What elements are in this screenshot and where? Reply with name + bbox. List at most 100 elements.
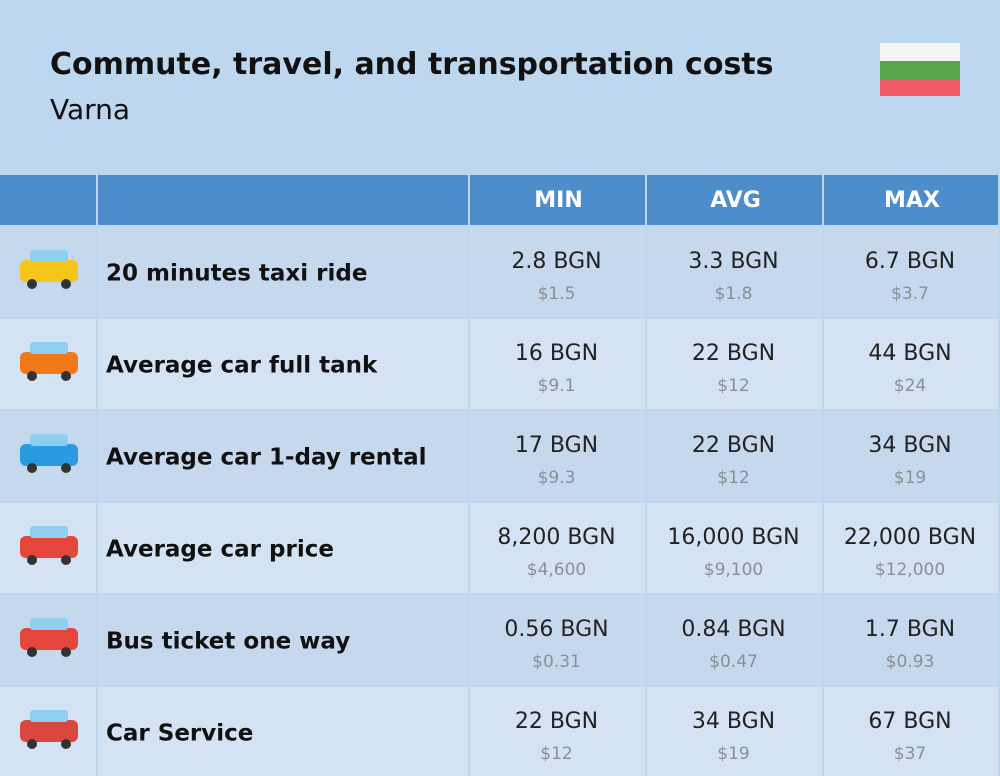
usd-price: $19 xyxy=(894,468,926,488)
table: MIN AVG MAX 20 minutes taxi ride 2.8 BGN $1.5… xyxy=(0,175,998,776)
header-cell xyxy=(647,175,822,225)
icon-body xyxy=(20,536,78,558)
icon-body xyxy=(20,720,78,742)
cell xyxy=(470,411,645,501)
cell xyxy=(824,503,998,593)
usd-price: $12 xyxy=(540,744,572,764)
row-icon xyxy=(20,618,78,657)
usd-price: $37 xyxy=(894,744,926,764)
local-price: 3.3 BGN xyxy=(688,249,778,274)
header-cell xyxy=(470,175,645,225)
icon-wheel xyxy=(61,555,71,565)
cell xyxy=(647,227,822,317)
usd-price: $1.8 xyxy=(715,284,753,304)
icon-wheel xyxy=(27,279,37,289)
local-price: 0.84 BGN xyxy=(681,617,785,642)
local-price: 22 BGN xyxy=(692,433,775,458)
usd-price: $4,600 xyxy=(527,560,586,580)
usd-price: $24 xyxy=(894,376,926,396)
cell xyxy=(470,595,645,685)
cell xyxy=(98,687,468,776)
local-price: 17 BGN xyxy=(515,433,598,458)
usd-price: $1.5 xyxy=(538,284,576,304)
local-price: 6.7 BGN xyxy=(865,249,955,274)
icon-wheel xyxy=(61,371,71,381)
cell xyxy=(470,319,645,409)
subtitle: Varna xyxy=(50,93,130,126)
row-label: Average car 1-day rental xyxy=(106,445,427,471)
header-cell xyxy=(0,175,96,225)
cell xyxy=(824,227,998,317)
local-price: 22,000 BGN xyxy=(844,525,976,550)
usd-price: $0.47 xyxy=(709,652,758,672)
usd-price: $12 xyxy=(717,468,749,488)
local-price: 8,200 BGN xyxy=(497,525,615,550)
local-price: 22 BGN xyxy=(515,709,598,734)
icon-wheel xyxy=(61,279,71,289)
icon-wheel xyxy=(27,647,37,657)
row-label: 20 minutes taxi ride xyxy=(106,261,367,287)
row-icon xyxy=(20,342,78,381)
icon-window xyxy=(30,526,68,538)
icon-wheel xyxy=(27,739,37,749)
cell xyxy=(824,595,998,685)
usd-price: $9.1 xyxy=(538,376,576,396)
cell xyxy=(470,503,645,593)
cell xyxy=(98,595,468,685)
icon-body xyxy=(20,260,78,282)
cell xyxy=(647,319,822,409)
usd-price: $0.93 xyxy=(886,652,935,672)
cell xyxy=(824,319,998,409)
cell xyxy=(470,687,645,776)
cell xyxy=(98,227,468,317)
cell xyxy=(98,503,468,593)
local-price: 67 BGN xyxy=(868,709,951,734)
icon-wheel xyxy=(61,647,71,657)
icon-wheel xyxy=(27,371,37,381)
local-price: 1.7 BGN xyxy=(865,617,955,642)
icon-window xyxy=(30,434,68,446)
cell xyxy=(470,227,645,317)
icon-window xyxy=(30,342,68,354)
row-label: Car Service xyxy=(106,721,253,747)
column-header: MIN xyxy=(534,188,583,213)
local-price: 34 BGN xyxy=(692,709,775,734)
column-header: AVG xyxy=(710,188,761,213)
cell xyxy=(647,411,822,501)
icon-window xyxy=(30,618,68,630)
icon-body xyxy=(20,444,78,466)
local-price: 34 BGN xyxy=(868,433,951,458)
usd-price: $9,100 xyxy=(704,560,763,580)
header-cell xyxy=(98,175,468,225)
local-price: 2.8 BGN xyxy=(511,249,601,274)
flag xyxy=(880,43,960,96)
usd-price: $19 xyxy=(717,744,749,764)
row-label: Average car price xyxy=(106,537,334,563)
cell xyxy=(647,503,822,593)
usd-price: $12,000 xyxy=(875,560,945,580)
row-icon xyxy=(20,434,78,473)
title: Commute, travel, and transportation cost… xyxy=(50,47,774,82)
icon-wheel xyxy=(61,739,71,749)
row-icon xyxy=(20,710,78,749)
icon-wheel xyxy=(27,555,37,565)
icon-wheel xyxy=(61,463,71,473)
column-header: MAX xyxy=(884,188,940,213)
icon-window xyxy=(30,710,68,722)
cell xyxy=(647,687,822,776)
row-icon xyxy=(20,526,78,565)
cell xyxy=(647,595,822,685)
cell xyxy=(824,411,998,501)
icon-body xyxy=(20,352,78,374)
cell xyxy=(824,687,998,776)
icon-body xyxy=(20,628,78,650)
local-price: 22 BGN xyxy=(692,341,775,366)
row-icon xyxy=(20,250,78,289)
local-price: 16 BGN xyxy=(515,341,598,366)
row-label: Bus ticket one way xyxy=(106,629,350,655)
local-price: 16,000 BGN xyxy=(667,525,799,550)
row-label: Average car full tank xyxy=(106,353,378,379)
usd-price: $3.7 xyxy=(891,284,929,304)
local-price: 44 BGN xyxy=(868,341,951,366)
